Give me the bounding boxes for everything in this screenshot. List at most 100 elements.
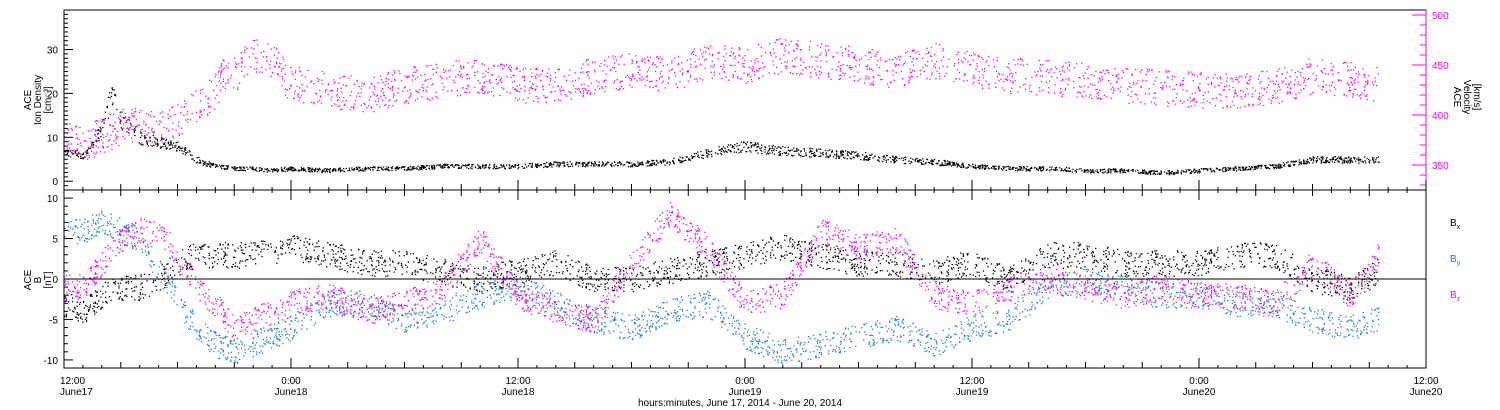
data-point bbox=[1127, 170, 1129, 172]
data-point bbox=[235, 62, 237, 64]
data-point bbox=[967, 166, 970, 168]
data-point bbox=[1224, 170, 1226, 172]
data-point bbox=[1299, 71, 1302, 74]
data-point bbox=[775, 39, 778, 41]
data-point bbox=[1061, 169, 1063, 171]
data-point bbox=[1010, 92, 1012, 95]
data-point bbox=[718, 146, 720, 148]
data-point bbox=[339, 77, 341, 79]
data-point bbox=[1358, 157, 1360, 159]
data-point bbox=[827, 45, 829, 47]
data-point bbox=[258, 245, 260, 247]
data-point bbox=[292, 73, 294, 75]
data-point bbox=[874, 155, 876, 158]
data-point bbox=[707, 151, 710, 153]
data-point bbox=[704, 257, 706, 259]
data-point bbox=[918, 160, 920, 163]
data-point bbox=[1056, 68, 1058, 70]
data-point bbox=[1365, 161, 1367, 164]
data-point bbox=[1019, 58, 1022, 60]
data-point bbox=[1286, 93, 1288, 95]
data-point bbox=[1358, 162, 1360, 164]
data-point bbox=[531, 162, 534, 164]
data-point bbox=[1133, 83, 1135, 85]
data-point bbox=[420, 167, 422, 169]
data-point bbox=[1158, 172, 1160, 174]
data-point bbox=[739, 268, 741, 270]
data-point bbox=[715, 254, 717, 257]
data-point bbox=[1290, 92, 1292, 95]
data-point bbox=[450, 164, 453, 166]
data-point bbox=[1054, 169, 1056, 171]
data-point bbox=[682, 157, 684, 159]
data-point bbox=[1210, 169, 1212, 171]
data-point bbox=[818, 77, 820, 79]
data-point bbox=[563, 89, 565, 92]
data-point bbox=[978, 167, 981, 169]
data-point bbox=[1088, 245, 1090, 248]
data-point bbox=[690, 66, 692, 68]
data-point bbox=[76, 137, 79, 139]
data-point bbox=[771, 150, 773, 152]
data-point bbox=[376, 260, 378, 262]
data-point bbox=[854, 152, 856, 154]
data-point bbox=[238, 169, 241, 172]
data-point bbox=[895, 156, 897, 158]
data-point bbox=[856, 155, 859, 157]
data-point bbox=[804, 241, 806, 244]
data-point bbox=[1349, 86, 1351, 89]
data-point bbox=[1102, 171, 1104, 174]
data-point bbox=[432, 68, 435, 70]
data-point bbox=[361, 168, 364, 170]
data-point bbox=[1222, 170, 1224, 173]
data-point bbox=[221, 165, 224, 167]
data-point bbox=[1083, 90, 1085, 93]
data-point bbox=[928, 51, 930, 54]
data-point bbox=[1296, 76, 1298, 78]
data-point bbox=[697, 254, 699, 256]
data-point bbox=[842, 64, 844, 66]
data-point bbox=[578, 162, 581, 164]
data-point bbox=[731, 145, 733, 147]
data-point bbox=[803, 150, 806, 152]
data-point bbox=[1082, 96, 1084, 99]
data-point bbox=[941, 281, 943, 284]
data-point bbox=[784, 61, 786, 63]
data-point bbox=[363, 168, 366, 170]
data-point bbox=[1247, 168, 1250, 171]
data-point bbox=[580, 91, 582, 94]
data-point bbox=[487, 166, 490, 168]
data-point bbox=[424, 80, 426, 82]
data-point bbox=[518, 166, 520, 169]
data-point bbox=[1032, 264, 1034, 266]
data-point bbox=[541, 69, 543, 72]
data-point bbox=[240, 62, 243, 64]
data-point bbox=[945, 72, 947, 74]
data-point bbox=[387, 168, 389, 170]
data-point bbox=[510, 166, 512, 168]
data-point bbox=[873, 77, 875, 79]
data-point bbox=[1205, 264, 1207, 266]
data-point bbox=[439, 165, 441, 167]
data-point bbox=[944, 160, 947, 162]
data-point bbox=[649, 86, 651, 88]
data-point bbox=[1271, 164, 1274, 166]
data-point bbox=[768, 145, 770, 147]
data-point bbox=[956, 163, 958, 165]
data-point bbox=[1081, 62, 1083, 64]
data-point bbox=[842, 150, 844, 153]
data-point bbox=[1212, 98, 1214, 100]
data-point bbox=[1199, 172, 1201, 174]
data-point bbox=[1303, 162, 1305, 165]
data-point bbox=[111, 144, 113, 146]
data-point bbox=[500, 164, 502, 166]
data-point bbox=[1173, 259, 1175, 261]
data-point bbox=[793, 154, 795, 157]
data-point bbox=[77, 152, 79, 154]
data-point bbox=[1352, 94, 1355, 96]
data-point bbox=[840, 64, 842, 67]
data-point bbox=[1286, 162, 1288, 164]
data-point bbox=[158, 123, 160, 125]
data-point bbox=[1001, 87, 1003, 89]
data-point bbox=[838, 78, 840, 81]
